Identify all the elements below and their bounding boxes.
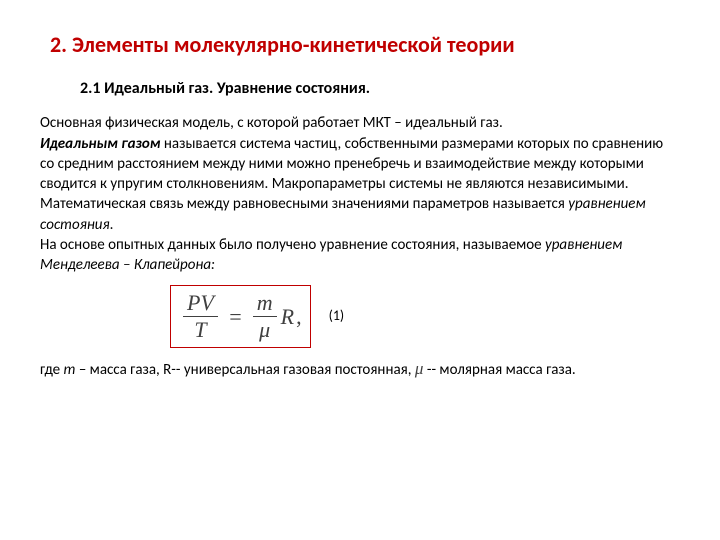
frac-left-num: PV bbox=[183, 292, 218, 317]
subtitle: 2.1 Идеальный газ. Уравнение состояния. bbox=[80, 78, 680, 100]
frac-left-den: T bbox=[190, 317, 210, 341]
footer-c: -- молярная масса газа. bbox=[423, 361, 575, 379]
equals-sign: = bbox=[228, 302, 243, 332]
formula-comma: , bbox=[296, 302, 302, 332]
main-title: 2. Элементы молекулярно-кинетической тео… bbox=[50, 30, 680, 60]
p1-dot: . bbox=[110, 216, 114, 234]
formula-row: PV T = m μ R , (1) bbox=[170, 285, 680, 348]
equation-number: (1) bbox=[329, 307, 345, 326]
frac-right-den: μ bbox=[255, 317, 274, 341]
p1-line1: Основная физическая модель, с которой ра… bbox=[40, 114, 503, 132]
footer-b: – масса газа, R-- универсальная газовая … bbox=[75, 361, 415, 379]
footer-paragraph: где m – масса газа, R-- универсальная га… bbox=[40, 358, 680, 381]
term-ideal-gas: Идеальным газом bbox=[40, 135, 161, 153]
fraction-left: PV T bbox=[183, 292, 218, 341]
p2-lead: На основе опытных данных было получено у… bbox=[40, 236, 545, 254]
fraction-right: m μ bbox=[253, 292, 277, 341]
formula-box: PV T = m μ R , bbox=[170, 285, 311, 348]
formula-tail: R bbox=[281, 302, 294, 332]
var-m: m bbox=[64, 361, 76, 379]
footer-a: где bbox=[40, 361, 64, 379]
frac-right-num: m bbox=[253, 292, 277, 317]
paragraph-1: Основная физическая модель, с которой ра… bbox=[40, 113, 680, 275]
